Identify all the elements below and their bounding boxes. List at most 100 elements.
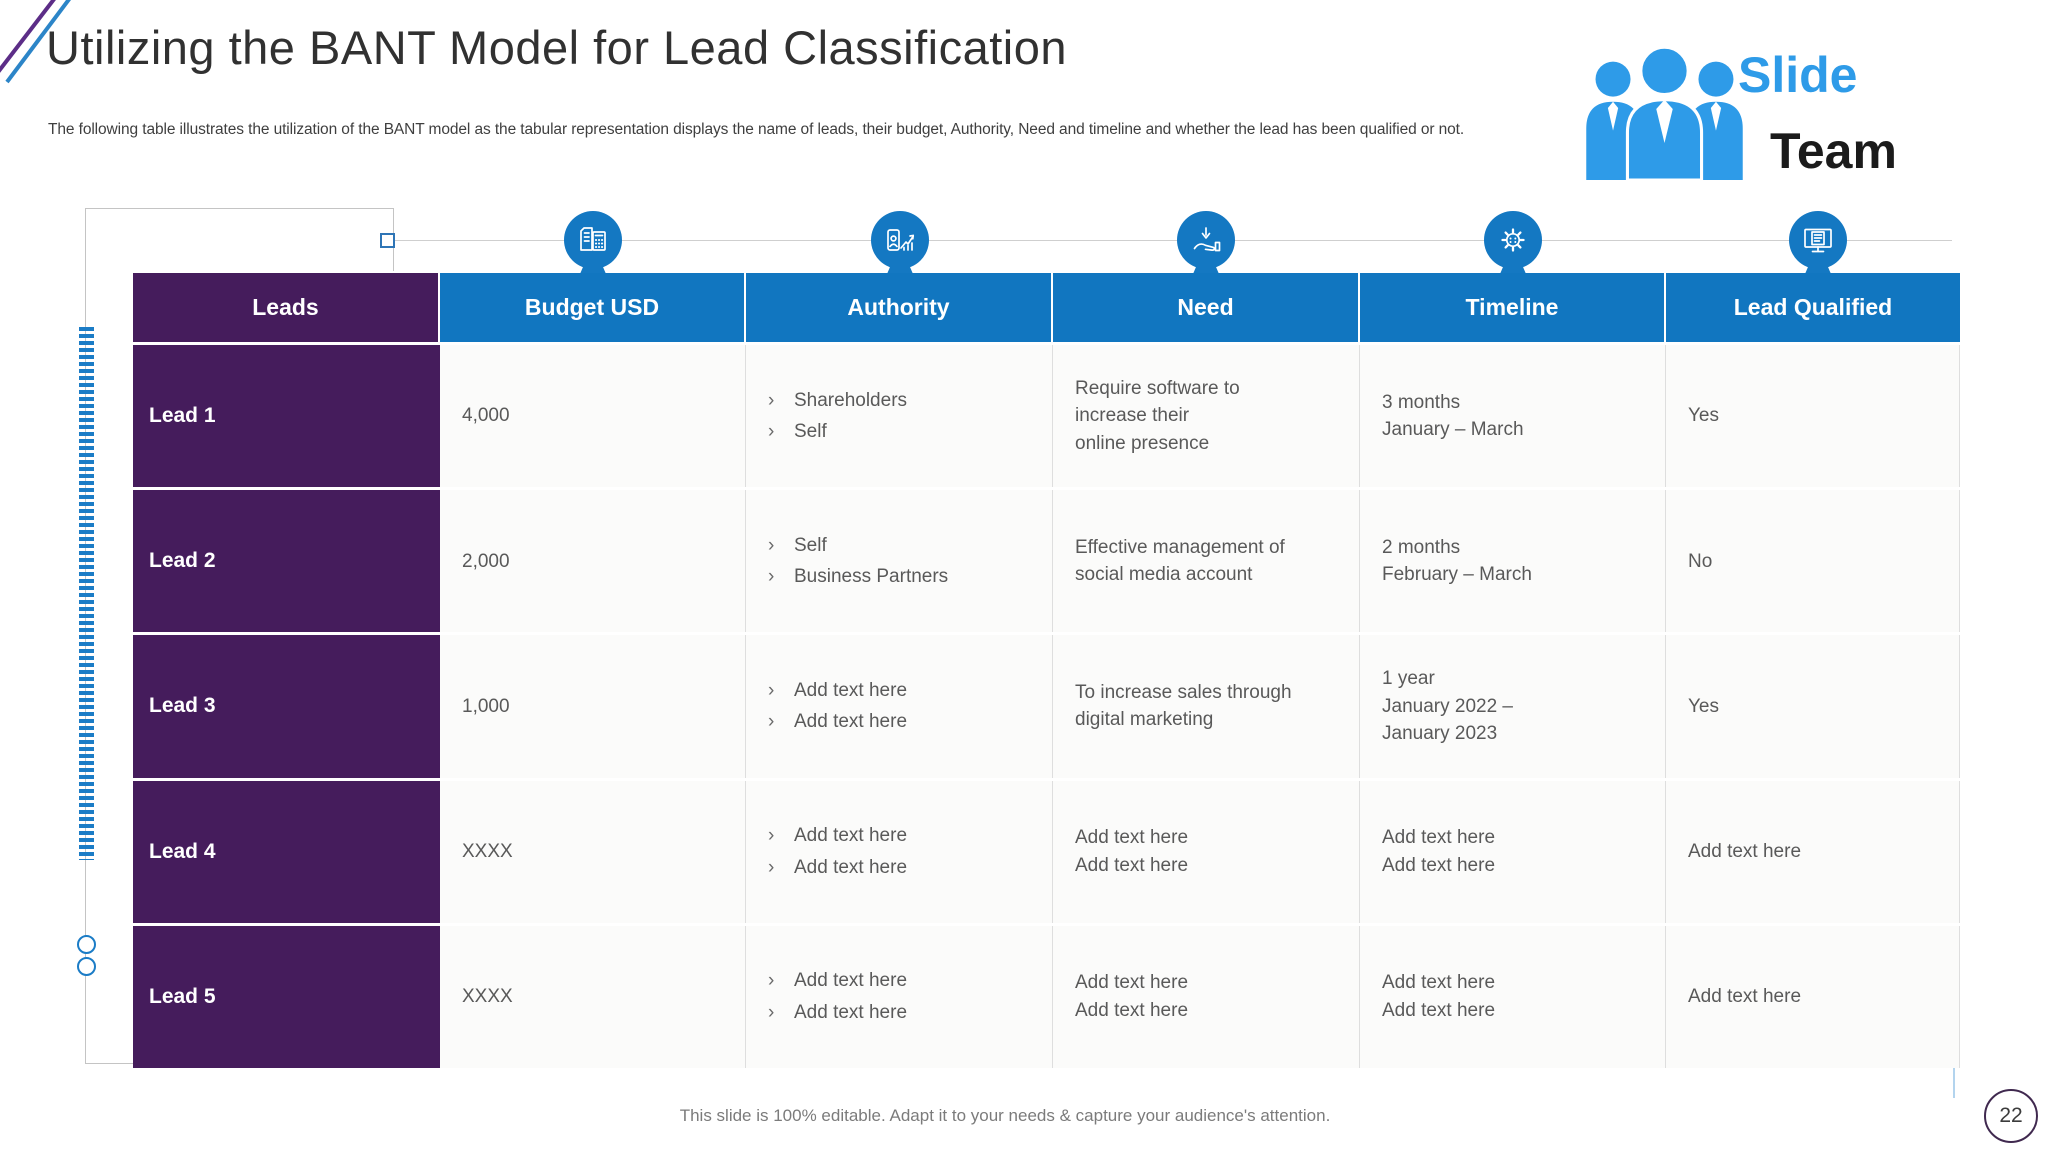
chevron-bullet: ›	[768, 679, 775, 701]
chevron-bullet: ›	[768, 534, 775, 556]
cell-text: Yes	[1688, 695, 1719, 717]
column-header-leads[interactable]: Leads	[133, 273, 440, 342]
cell-text: Add text here Add text here	[1075, 972, 1189, 1021]
cell-text: Add text here	[794, 970, 908, 992]
cell-timeline[interactable]: 3 months January – March	[1360, 345, 1666, 488]
row-label-lead-1[interactable]: Lead 1	[133, 345, 440, 488]
page-title[interactable]: Utilizing the BANT Model for Lead Classi…	[46, 21, 1068, 74]
resize-handle[interactable]	[380, 233, 395, 248]
corner-accent-lines-icon	[0, 0, 71, 84]
chevron-bullet: ›	[768, 1001, 775, 1023]
cell-need[interactable]: Add text here Add text here	[1053, 925, 1360, 1068]
cell-need[interactable]: Effective management of social media acc…	[1053, 490, 1360, 633]
row-label-lead-4[interactable]: Lead 4	[133, 780, 440, 923]
cell-text: Self	[794, 534, 827, 556]
row-label-lead-5[interactable]: Lead 5	[133, 925, 440, 1068]
cell-text: 1,000	[462, 695, 510, 717]
chevron-bullet: ›	[768, 856, 775, 878]
cell-text: Add text here	[1688, 986, 1802, 1008]
chevron-bullet: ›	[768, 566, 775, 588]
page-subtitle[interactable]: The following table illustrates the util…	[48, 121, 1465, 138]
cell-timeline[interactable]: Add text here Add text here	[1360, 780, 1666, 923]
cell-text: Require software to increase their onlin…	[1075, 377, 1240, 454]
cell-timeline[interactable]: 2 months February – March	[1360, 490, 1666, 633]
cell-text: Business Partners	[794, 566, 949, 588]
cell-timeline[interactable]: 1 year January 2022 – January 2023	[1360, 635, 1666, 778]
connector-line	[394, 240, 1952, 241]
row-label-lead-3[interactable]: Lead 3	[133, 635, 440, 778]
column-header-need[interactable]: Need	[1053, 273, 1360, 342]
cell-text: Add text here	[794, 711, 908, 733]
chevron-bullet: ›	[768, 389, 775, 411]
cell-need[interactable]: Add text here Add text here	[1053, 780, 1360, 923]
cell-text: 2 months February – March	[1382, 536, 1532, 586]
cell-text: Self	[794, 421, 827, 443]
cell-qualified[interactable]: Add text here	[1666, 925, 1960, 1068]
bullet-item: › Add text here	[768, 822, 1042, 850]
cell-text: Yes	[1688, 405, 1719, 427]
cell-text: Add text here Add text here	[1075, 827, 1189, 876]
cell-text: Add text here	[794, 825, 908, 847]
cell-authority[interactable]: › Add text here › Add text here	[746, 780, 1053, 923]
person-growth-chart-icon[interactable]	[871, 211, 929, 269]
invoice-calculator-icon[interactable]	[564, 211, 622, 269]
selection-outline-top	[85, 208, 394, 209]
cell-text: XXXX	[462, 840, 513, 862]
cell-qualified[interactable]: Add text here	[1666, 780, 1960, 923]
chevron-bullet: ›	[768, 825, 775, 847]
cell-qualified[interactable]: No	[1666, 490, 1960, 633]
cell-budget[interactable]: 2,000	[440, 490, 746, 633]
cell-budget[interactable]: 1,000	[440, 635, 746, 778]
cell-text: 2,000	[462, 550, 510, 572]
bullet-item: › Business Partners	[768, 563, 1042, 591]
column-header-lead-qualified[interactable]: Lead Qualified	[1666, 273, 1960, 342]
cell-authority[interactable]: › Shareholders › Self	[746, 345, 1053, 488]
table-bottom-highlight-tick	[1953, 1056, 1955, 1098]
cell-qualified[interactable]: Yes	[1666, 345, 1960, 488]
cell-authority[interactable]: › Add text here › Add text here	[746, 635, 1053, 778]
dashed-accent-line	[79, 327, 94, 860]
hand-receive-icon[interactable]	[1177, 211, 1235, 269]
connector-endpoint-circle[interactable]	[77, 957, 96, 976]
cell-text: Add text here	[794, 856, 908, 878]
cell-need[interactable]: To increase sales through digital market…	[1053, 635, 1360, 778]
chevron-bullet: ›	[768, 711, 775, 733]
monitor-document-icon[interactable]	[1789, 211, 1847, 269]
three-people-icon	[1586, 45, 1743, 182]
logo-word-team: Team	[1770, 123, 1897, 179]
bullet-item: › Add text here	[768, 677, 1042, 705]
cell-text: No	[1688, 550, 1713, 572]
chevron-bullet: ›	[768, 970, 775, 992]
cell-text: Shareholders	[794, 389, 908, 411]
cell-text: XXXX	[462, 986, 513, 1008]
connector-endpoint-circle[interactable]	[77, 935, 96, 954]
cell-text: Add text here	[1688, 840, 1802, 862]
cell-text: 1 year January 2022 – January 2023	[1382, 668, 1513, 745]
bullet-item: › Self	[768, 532, 1042, 560]
row-label-lead-2[interactable]: Lead 2	[133, 490, 440, 633]
cell-text: Add text here Add text here	[1382, 972, 1496, 1021]
page-number-badge: 22	[1984, 1089, 2038, 1143]
column-header-authority[interactable]: Authority	[746, 273, 1053, 342]
cell-budget[interactable]: 4,000	[440, 345, 746, 488]
column-header-timeline[interactable]: Timeline	[1360, 273, 1666, 342]
logo-word-slide: Slide	[1738, 47, 1858, 103]
cell-need[interactable]: Require software to increase their onlin…	[1053, 345, 1360, 488]
cell-text: Add text here Add text here	[1382, 827, 1496, 876]
page-number: 22	[1999, 1104, 2023, 1127]
cell-authority[interactable]: › Self › Business Partners	[746, 490, 1053, 633]
bullet-item: › Add text here	[768, 854, 1042, 882]
bullet-item: › Self	[768, 418, 1042, 446]
bant-table: Leads Budget USD Authority Need Timeline…	[133, 273, 1960, 1068]
gear-icon[interactable]	[1484, 211, 1542, 269]
cell-timeline[interactable]: Add text here Add text here	[1360, 925, 1666, 1068]
cell-text: Add text here	[794, 679, 908, 701]
column-header-budget[interactable]: Budget USD	[440, 273, 746, 342]
bullet-item: › Shareholders	[768, 387, 1042, 415]
cell-budget[interactable]: XXXX	[440, 780, 746, 923]
cell-budget[interactable]: XXXX	[440, 925, 746, 1068]
cell-text: Effective management of social media acc…	[1075, 536, 1285, 586]
cell-qualified[interactable]: Yes	[1666, 635, 1960, 778]
cell-text: Add text here	[794, 1001, 908, 1023]
cell-authority[interactable]: › Add text here › Add text here	[746, 925, 1053, 1068]
